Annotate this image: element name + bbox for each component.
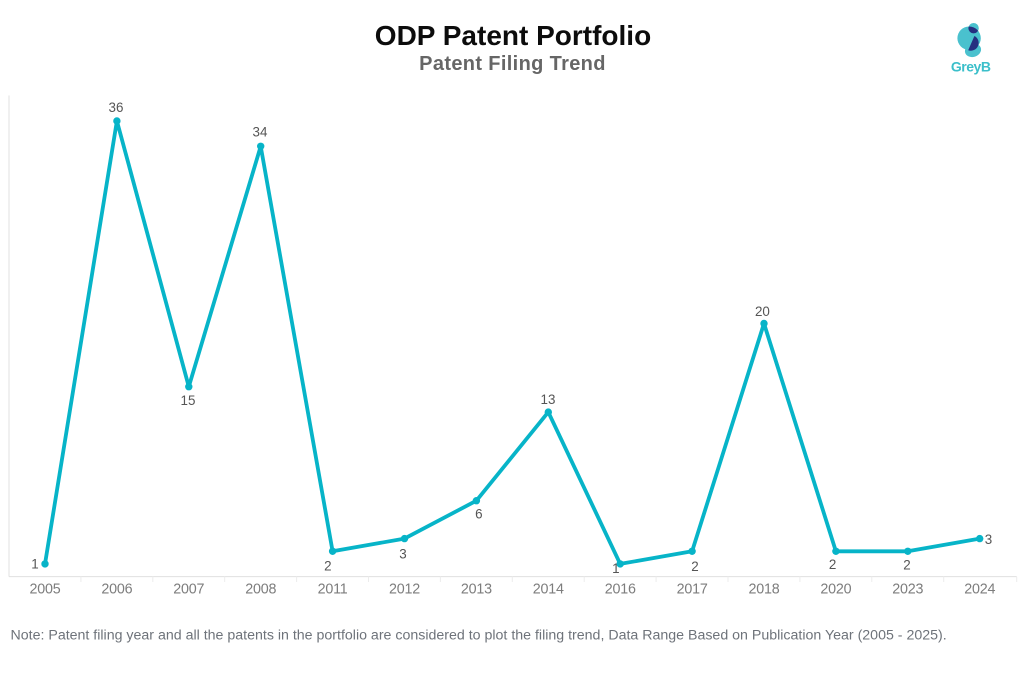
svg-text:2012: 2012: [389, 582, 420, 598]
svg-text:2: 2: [903, 557, 910, 572]
svg-text:34: 34: [253, 124, 268, 139]
svg-text:2006: 2006: [101, 582, 132, 598]
svg-text:2017: 2017: [677, 582, 708, 598]
svg-text:2011: 2011: [318, 582, 348, 598]
svg-text:2014: 2014: [533, 582, 564, 598]
svg-text:2018: 2018: [748, 582, 779, 598]
svg-text:36: 36: [109, 100, 124, 115]
svg-text:2024: 2024: [964, 582, 995, 598]
svg-text:1: 1: [612, 561, 619, 576]
svg-text:1: 1: [31, 556, 38, 571]
svg-text:2: 2: [691, 559, 698, 574]
svg-text:2008: 2008: [245, 582, 276, 598]
svg-text:2: 2: [324, 558, 331, 573]
svg-text:Note: Patent filing year and a: Note: Patent filing year and all the pat…: [11, 627, 947, 643]
svg-text:3: 3: [399, 546, 406, 561]
svg-text:Patent Filing Trend: Patent Filing Trend: [419, 53, 606, 75]
svg-text:ODP Patent Portfolio: ODP Patent Portfolio: [375, 20, 651, 51]
svg-text:2: 2: [829, 557, 836, 572]
svg-text:2023: 2023: [892, 582, 923, 598]
svg-text:13: 13: [541, 392, 556, 407]
svg-text:2020: 2020: [820, 582, 851, 598]
svg-text:2007: 2007: [173, 582, 204, 598]
svg-text:2013: 2013: [461, 582, 492, 598]
svg-text:2016: 2016: [605, 582, 636, 598]
svg-text:15: 15: [181, 393, 196, 408]
svg-text:3: 3: [985, 532, 992, 547]
svg-text:20: 20: [755, 304, 770, 319]
svg-text:2005: 2005: [29, 582, 60, 598]
svg-text:6: 6: [475, 506, 482, 521]
svg-text:GreyB: GreyB: [951, 59, 991, 75]
